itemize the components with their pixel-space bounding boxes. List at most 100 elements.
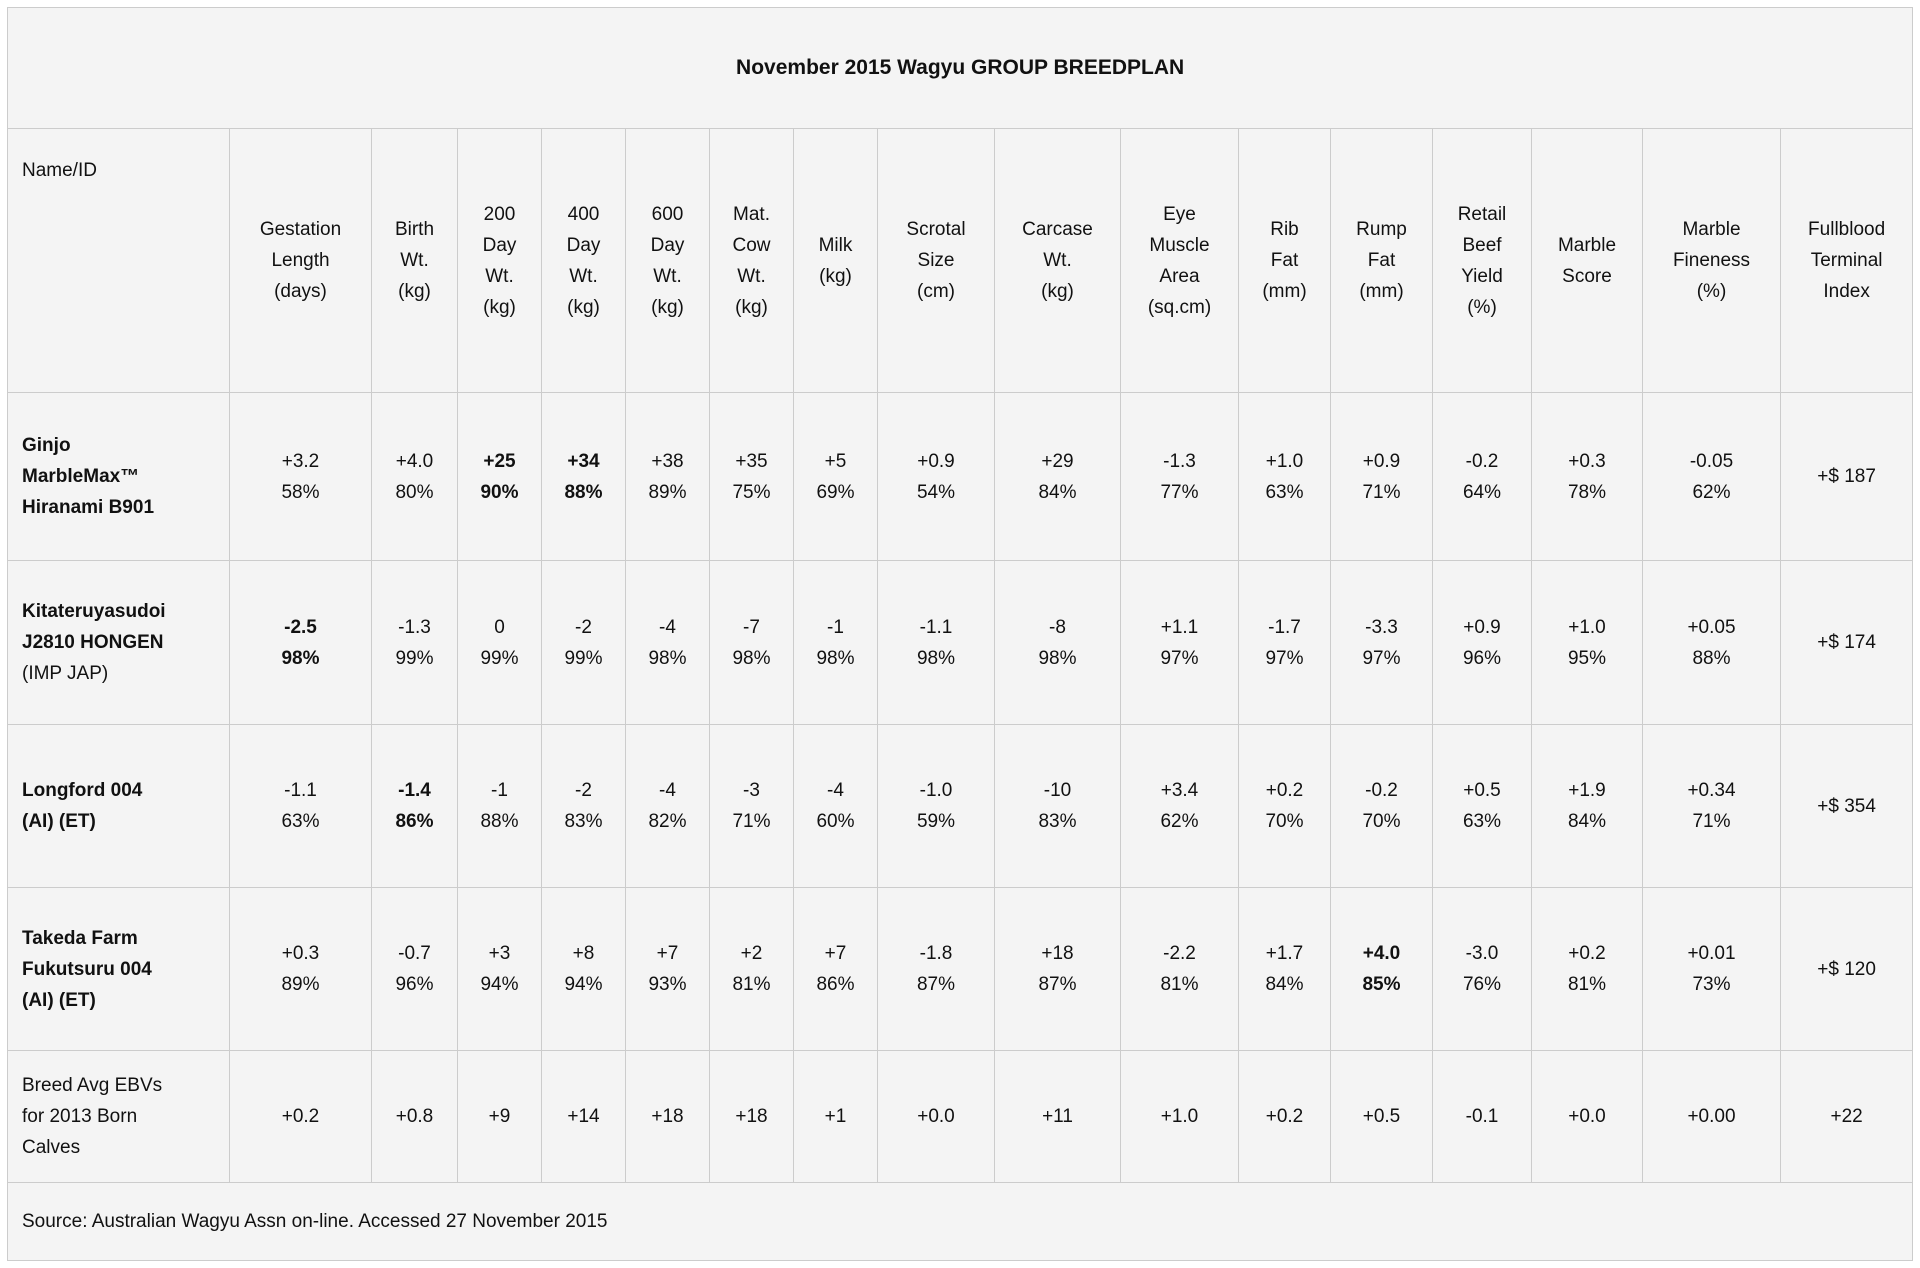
accuracy-value: 88% — [480, 811, 519, 832]
accuracy-value: 80% — [395, 481, 434, 503]
accuracy-value: 63% — [1265, 481, 1304, 503]
accuracy-value: 71% — [1362, 481, 1401, 503]
animal-name-line: Ginjo — [22, 435, 71, 456]
ebv-value: +1.7 — [1265, 943, 1304, 964]
ebv-cell-mat-cow-wt: -7 98% — [709, 560, 794, 725]
ebv-value: +1.0 — [1568, 616, 1606, 638]
table-row: Longford 004 (AI) (ET) -1.1 63% -1.4 86% -1 88%… — [7, 724, 1914, 888]
accuracy-value: 89% — [281, 974, 320, 995]
column-header-carcase-wt: Carcase Wt. (kg) — [994, 128, 1121, 393]
column-header-fullblood-terminal-index: Fullblood Terminal Index — [1779, 128, 1914, 393]
accuracy-value: 81% — [732, 974, 771, 995]
ebv-cell-retail-beef-yield: +0.9 96% — [1432, 560, 1532, 725]
ebv-value: +14 — [567, 1106, 600, 1127]
accuracy-value: 83% — [1038, 811, 1077, 832]
column-header-line: Scrotal — [906, 219, 966, 240]
ebv-cell-gestation-length: +0.3 89% — [229, 887, 372, 1051]
column-header-line: Wt. — [485, 265, 514, 287]
accuracy-value: 69% — [816, 481, 855, 503]
column-header-line: Day — [566, 234, 601, 256]
accuracy-value: 75% — [732, 481, 771, 503]
ebv-value: +0.2 — [281, 1106, 320, 1127]
ebv-value: +1.0 — [1160, 1106, 1199, 1127]
accuracy-value: 71% — [732, 811, 771, 832]
column-header-line: Terminal — [1810, 250, 1883, 271]
ebv-value: +29 — [1041, 450, 1074, 472]
accuracy-value: 73% — [1692, 974, 1731, 995]
ebv-cell-200-day-wt: +25 90% — [457, 392, 542, 561]
column-header-line: Wt. — [569, 265, 598, 287]
ebv-cell-birth-wt: +4.0 80% — [371, 392, 458, 561]
ebv-cell-200-day-wt: +3 94% — [457, 887, 542, 1051]
animal-name-line: J2810 HONGEN — [22, 632, 164, 653]
column-header-line: (mm) — [1359, 281, 1404, 302]
accuracy-value: 64% — [1462, 481, 1502, 503]
accuracy-value: 84% — [1567, 811, 1607, 832]
accuracy-value: 87% — [1038, 974, 1077, 995]
animal-name-cell: Breed Avg EBVs for 2013 Born Calves — [7, 1050, 230, 1183]
ebv-value: +0.2 — [1568, 943, 1606, 964]
animal-name-cell: Takeda Farm Fukutsuru 004 (AI) (ET) — [7, 887, 230, 1051]
column-header-eye-muscle-area: Eye Muscle Area (sq.cm) — [1120, 128, 1239, 393]
ebv-value: -4 — [659, 780, 676, 801]
column-header-line: Fullblood — [1808, 219, 1886, 240]
ebv-cell-fullblood-terminal-index: +$ 120 — [1779, 887, 1914, 1051]
column-header-line: Wt. — [400, 250, 429, 271]
ebv-value: -10 — [1043, 780, 1072, 801]
ebv-cell-fullblood-terminal-index: +22 — [1779, 1050, 1914, 1183]
column-header-mat-cow-wt: Mat. Cow Wt. (kg) — [709, 128, 794, 393]
accuracy-value: 97% — [1362, 647, 1401, 669]
ebv-cell-gestation-length: +3.2 58% — [229, 392, 372, 561]
animal-name-line: Kitateruyasudoi — [22, 601, 166, 622]
ebv-value: +18 — [651, 1106, 684, 1127]
accuracy-value: 62% — [1692, 481, 1731, 503]
ebv-cell-marble-score: +1.9 84% — [1531, 724, 1643, 888]
ebv-value: +0.3 — [281, 943, 320, 964]
ebv-value: +0.2 — [1265, 1106, 1304, 1127]
accuracy-value: 76% — [1462, 974, 1502, 995]
accuracy-value: 81% — [1567, 974, 1607, 995]
column-header-line: (%) — [1467, 296, 1497, 318]
ebv-cell-marble-score: +1.0 95% — [1531, 560, 1643, 725]
ebv-value: +3.2 — [281, 450, 320, 472]
ebv-value: +0.8 — [395, 1106, 434, 1127]
ebv-value: +11 — [1042, 1106, 1073, 1127]
ebv-cell-rib-fat: +1.7 84% — [1238, 887, 1331, 1051]
column-header-line: 400 — [567, 203, 600, 225]
accuracy-value: 94% — [480, 974, 519, 995]
ebv-value: +0.0 — [917, 1106, 955, 1127]
accuracy-value: 83% — [564, 811, 603, 832]
column-header-line: (kg) — [1041, 281, 1074, 302]
ebv-cell-gestation-length: +0.2 — [229, 1050, 372, 1183]
ebv-value: +0.0 — [1568, 1106, 1606, 1127]
column-header-line: 600 — [651, 203, 684, 225]
accuracy-value: 96% — [395, 974, 434, 995]
ebv-cell-milk: -4 60% — [793, 724, 878, 888]
ebv-cell-400-day-wt: -2 99% — [541, 560, 626, 725]
accuracy-value: 88% — [564, 481, 603, 503]
title-row: November 2015 Wagyu GROUP BREEDPLAN — [6, 7, 1914, 129]
ebv-value: -1 — [827, 616, 844, 638]
ebv-value: 0 — [494, 616, 505, 638]
animal-name-line: Fukutsuru 004 — [22, 958, 152, 980]
accuracy-value: 97% — [1265, 647, 1304, 669]
accuracy-value: 62% — [1160, 811, 1199, 832]
ebv-value: +0.3 — [1568, 450, 1606, 472]
ebv-cell-400-day-wt: +14 — [541, 1050, 626, 1183]
ebv-cell-gestation-length: -2.5 98% — [229, 560, 372, 725]
ebv-value: -3 — [743, 780, 760, 801]
table-row: Breed Avg EBVs for 2013 Born Calves +0.2 +0.… — [7, 1050, 1914, 1183]
ebv-cell-birth-wt: -1.4 86% — [371, 724, 458, 888]
ebv-cell-rump-fat: +0.5 — [1330, 1050, 1433, 1183]
ebv-value: +0.9 — [1463, 616, 1501, 638]
column-header-line: Fat — [1270, 250, 1299, 271]
ebv-cell-marble-fineness: +0.01 73% — [1642, 887, 1781, 1051]
ebv-value: -2.2 — [1163, 943, 1196, 964]
accuracy-value: 89% — [648, 481, 687, 503]
ebv-cell-eye-muscle-area: -1.3 77% — [1120, 392, 1239, 561]
column-header-200-day-wt: 200 Day Wt. (kg) — [457, 128, 542, 393]
ebv-value: +0.5 — [1362, 1106, 1401, 1127]
ebv-value: +$ 354 — [1817, 795, 1876, 817]
column-header-line: (kg) — [651, 296, 684, 318]
ebv-value: +3 — [488, 943, 511, 964]
